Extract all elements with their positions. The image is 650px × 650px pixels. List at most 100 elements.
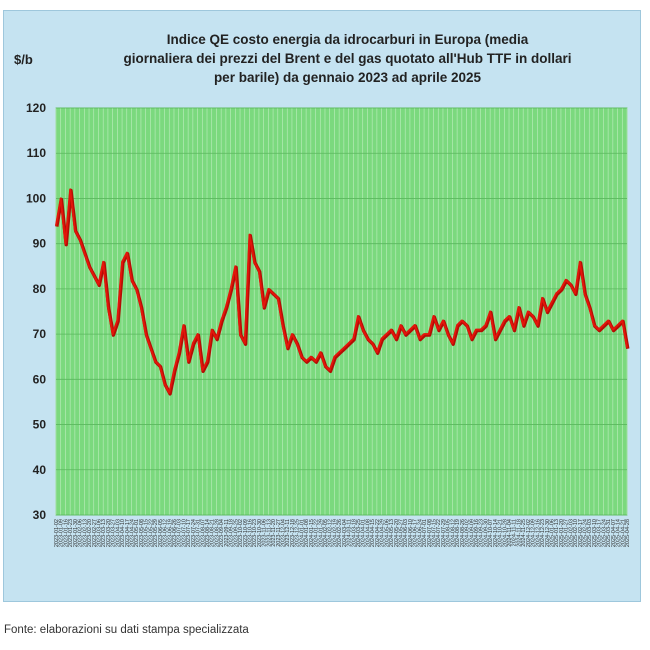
x-tick-label: 2023-06-12	[163, 519, 169, 547]
x-tick-label: 2024-11-25	[521, 519, 527, 547]
x-tick-label: 2024-05-20	[394, 519, 400, 547]
x-tick-label: 2024-06-03	[403, 519, 409, 547]
x-tick-label: 2024-02-19	[332, 519, 338, 547]
x-tick-label: 2025-02-17	[578, 519, 584, 547]
x-tick-label: 2024-11-04	[507, 519, 513, 547]
x-tick-label: 2023-12-25	[295, 519, 301, 547]
x-tick-label: 2023-12-11	[285, 519, 291, 547]
x-tick-label: 2023-04-24	[130, 519, 136, 547]
x-tick-label: 2023-07-10	[181, 519, 187, 547]
x-tick-label: 2024-04-29	[380, 519, 386, 547]
x-tick-label: 2024-01-22	[314, 519, 320, 547]
x-tick-label: 2023-03-13	[101, 519, 107, 547]
x-tick-label: 2023-09-04	[219, 519, 225, 547]
x-tick-label: 2024-08-19	[455, 519, 461, 547]
x-tick-label: 2024-07-22	[436, 519, 442, 547]
x-tick-label: 2024-06-10	[408, 519, 414, 547]
x-tick-label: 2024-02-05	[323, 519, 329, 547]
y-tick-label: 120	[26, 101, 46, 115]
x-tick-label: 2023-09-18	[229, 519, 235, 547]
y-tick-label: 40	[33, 463, 47, 477]
x-tick-label: 2023-02-13	[82, 519, 88, 547]
x-tick-label: 2023-05-08	[139, 519, 145, 547]
x-tick-label: 2024-12-09	[531, 519, 537, 547]
x-tick-label: 2023-10-23	[252, 519, 258, 547]
x-tick-label: 2023-07-24	[191, 519, 197, 547]
x-tick-label: 2023-10-30	[257, 519, 263, 547]
x-tick-label: 2023-12-18	[290, 519, 296, 547]
x-tick-label: 2023-11-27	[276, 519, 282, 547]
x-tick-label: 2024-09-30	[483, 519, 489, 547]
x-tick-label: 2024-09-02	[465, 519, 471, 547]
x-tick-label: 2025-03-03	[587, 519, 593, 547]
x-tick-label: 2024-10-21	[498, 519, 504, 547]
x-tick-label: 2025-02-03	[568, 519, 574, 547]
x-tick-label: 2024-01-08	[304, 519, 310, 547]
chart-title: Indice QE costo energia da idrocarburi i…	[123, 32, 572, 85]
x-tick-label: 2024-02-12	[328, 519, 334, 547]
x-tick-label: 2024-12-23	[540, 519, 546, 547]
x-tick-label: 2023-02-06	[78, 519, 84, 547]
x-tick-label: 2024-12-30	[545, 519, 551, 547]
x-tick-label: 2023-01-30	[73, 519, 79, 547]
x-tick-label: 2024-01-15	[309, 519, 315, 547]
x-tick-label: 2024-05-13	[389, 519, 395, 547]
x-tick-label: 2023-09-11	[224, 519, 230, 547]
x-tick-label: 2023-03-20	[106, 519, 112, 547]
source-note: Fonte: elaborazioni su dati stampa speci…	[4, 624, 249, 636]
y-tick-label: 90	[33, 237, 47, 251]
x-tick-label: 2023-06-19	[167, 519, 173, 547]
vertical-gridlines	[55, 108, 628, 515]
x-tick-label: 2025-01-13	[554, 519, 560, 547]
x-tick-label: 2024-12-16	[535, 519, 541, 547]
x-tick-label: 2025-01-06	[549, 519, 555, 547]
x-tick-label: 2024-04-15	[370, 519, 376, 547]
x-tick-label: 2023-10-02	[238, 519, 244, 547]
x-tick-label: 2023-02-20	[87, 519, 93, 547]
x-tick-label: 2023-08-21	[210, 519, 216, 547]
x-tick-label: 2023-10-16	[247, 519, 253, 547]
y-tick-label: 30	[33, 508, 47, 522]
x-tick-label: 2024-11-11	[512, 519, 518, 546]
x-tick-label: 2024-07-08	[427, 519, 433, 547]
x-tick-label: 2023-08-07	[200, 519, 206, 547]
x-tick-label: 2024-06-17	[413, 519, 419, 547]
x-tick-label: 2024-06-24	[417, 519, 423, 547]
x-tick-label: 2023-12-04	[281, 519, 287, 547]
x-tick-label: 2023-06-26	[172, 519, 178, 547]
x-tick-label: 2024-03-04	[342, 519, 348, 547]
y-tick-label: 50	[33, 418, 47, 432]
y-tick-label: 60	[33, 372, 47, 386]
x-tick-label: 2024-10-14	[493, 519, 499, 547]
x-tick-label: 2024-03-11	[347, 519, 353, 547]
x-tick-label: 2023-08-28	[214, 519, 220, 547]
x-tick-label: 2023-05-22	[148, 519, 154, 547]
x-tick-label: 2025-04-07	[611, 519, 617, 547]
y-tick-label: 80	[33, 282, 47, 296]
x-tick-label: 2023-01-16	[63, 519, 69, 547]
x-tick-label: 2023-01-02	[54, 519, 60, 547]
x-tick-label: 2023-03-27	[111, 519, 117, 547]
x-tick-label: 2025-02-10	[573, 519, 579, 547]
x-tick-label: 2023-01-23	[68, 519, 74, 547]
x-tick-label: 2025-03-24	[601, 519, 607, 547]
x-tick-label: 2024-08-05	[446, 519, 452, 547]
x-tick-label: 2024-04-01	[361, 519, 367, 547]
x-tick-label: 2023-07-31	[196, 519, 202, 547]
x-tick-label: 2024-05-27	[398, 519, 404, 547]
x-tick-label: 2023-06-05	[158, 519, 164, 547]
x-tick-label: 2023-01-09	[59, 519, 65, 547]
x-tick-label: 2024-09-16	[474, 519, 480, 547]
x-tick-label: 2023-07-03	[177, 519, 183, 547]
x-tick-label: 2024-03-18	[351, 519, 357, 547]
x-tick-label: 2023-04-03	[115, 519, 121, 547]
x-tick-label: 2025-02-24	[583, 519, 589, 547]
x-tick-label: 2023-10-09	[243, 519, 249, 547]
x-tick-label: 2023-11-13	[266, 519, 272, 547]
x-tick-label: 2025-04-28	[625, 519, 631, 547]
x-tick-label: 2024-03-25	[356, 519, 362, 547]
x-tick-label: 2023-09-25	[233, 519, 239, 547]
y-axis-ticks: 30 40 50 60 70 80 90 100 110 120	[26, 101, 46, 522]
x-tick-label: 2024-11-18	[516, 519, 522, 547]
